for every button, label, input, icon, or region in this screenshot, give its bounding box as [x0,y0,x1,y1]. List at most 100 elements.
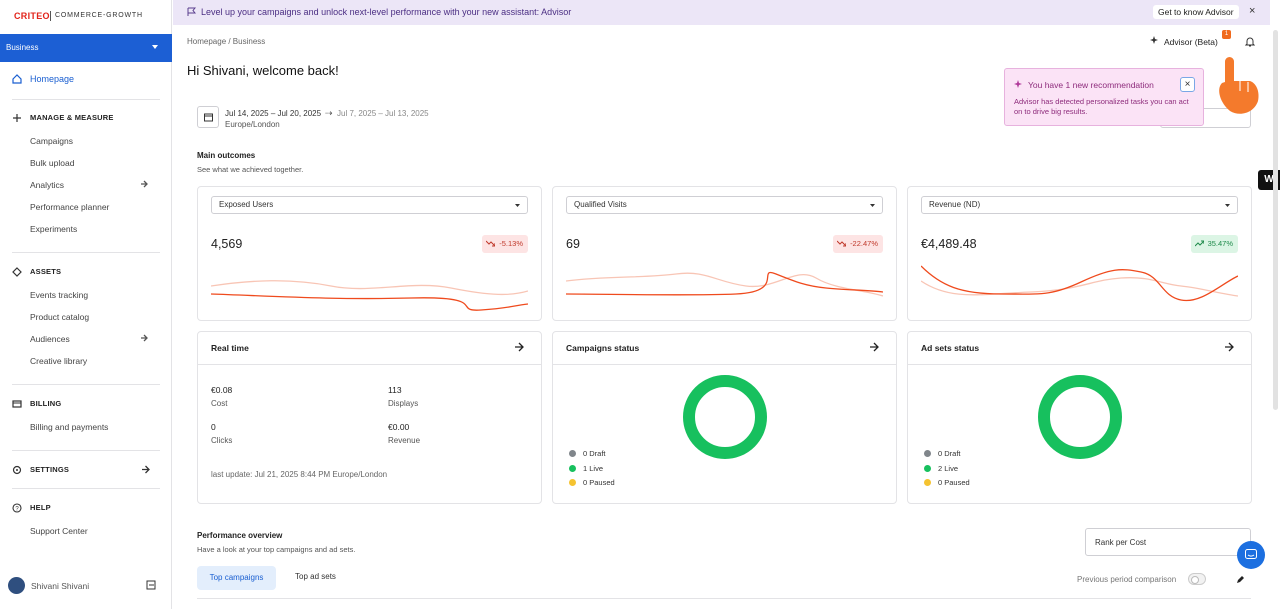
popup-body: Advisor has detected personalized tasks … [1014,97,1189,116]
logout-icon[interactable] [146,580,156,590]
divider [198,364,541,365]
section-subtitle: See what we achieved together. [197,165,304,174]
timezone: Europe/London [225,120,280,129]
legend-label: 0 Draft [583,449,606,458]
legend-dot [924,450,931,457]
legend-dot [924,479,931,486]
trend-icon [837,240,847,247]
tab-active[interactable]: Top campaigns [197,566,276,590]
banner [173,0,1270,25]
nav-item[interactable]: Product catalog [30,312,90,322]
sidebar [0,0,172,609]
card-title: Ad sets status [921,343,980,353]
date-compare: Jul 7, 2025 – Jul 13, 2025 [337,109,429,118]
user-name: Shivani Shivani [31,581,90,591]
nav-item[interactable]: Audiences [30,334,70,344]
edit-icon[interactable] [1236,575,1245,584]
divider [553,364,896,365]
tab[interactable]: Top ad sets [295,572,336,581]
sort-dropdown[interactable]: Rank per Cost [1085,528,1251,556]
banner-button[interactable]: Get to know Advisor [1153,5,1239,19]
trend-icon [1194,240,1204,247]
date-compare-arrow: ⇢ [325,108,333,118]
scrollbar [1273,30,1278,410]
legend-dot [924,464,931,472]
section-icon: ? [12,503,22,513]
change-badge: -5.13% [482,235,528,253]
metric-dropdown[interactable]: Revenue (ND) [921,196,1238,214]
section-title: ASSETS [30,267,62,276]
stat-label: Displays [388,399,419,408]
legend-dot [569,464,576,472]
nav-item[interactable]: Performance planner [30,202,110,212]
arrow-icon [1225,342,1234,352]
section-title: MANAGE & MEASURE [30,113,114,122]
nav-item[interactable]: Events tracking [30,290,89,300]
calendar-button[interactable] [197,106,219,128]
legend-dot [569,479,576,486]
nav-item[interactable]: Billing and payments [30,422,109,432]
last-update: last update: Jul 21, 2025 8:44 PM Europe… [211,470,388,479]
divider [12,99,160,100]
info-card [552,331,897,504]
section-icon [12,400,22,408]
divider [12,450,160,451]
calendar-icon [204,113,213,122]
comparison-label: Previous period comparison [1077,575,1177,584]
account-selector[interactable]: Business [0,34,172,62]
info-card [197,331,542,504]
nav-item[interactable]: Campaigns [30,136,73,146]
section-icon [12,465,22,475]
caret [870,204,875,207]
table-top [197,598,1251,599]
nav-homepage[interactable]: Homepage [30,74,75,84]
chat-button[interactable] [1237,541,1265,569]
card-title: Campaigns status [566,343,640,353]
metric-dropdown[interactable]: Exposed Users [211,196,528,214]
legend-label: 2 Live [938,463,959,473]
sparkline [566,271,883,297]
nav-item[interactable]: Bulk upload [30,158,75,168]
arrow-icon [141,334,148,342]
toggle-knob [1191,576,1199,584]
legend-label: 0 Draft [938,449,961,458]
stat-value: €0.08 [211,385,233,395]
comparison-toggle[interactable] [1188,573,1206,585]
popup-close[interactable]: × [1180,77,1195,92]
advisor-button[interactable]: Advisor (Beta) [1164,37,1218,47]
svg-text:?: ? [15,507,19,513]
arrow-icon [515,342,524,352]
card-title: Real time [211,343,249,353]
nav-item[interactable]: Experiments [30,224,78,234]
donut [683,375,767,459]
arrow-icon [142,465,150,474]
divider [908,364,1251,365]
stat-value: 0 [211,422,216,432]
section-icon [12,267,22,277]
metric-name: Exposed Users [219,200,274,209]
legend-label: 0 Paused [583,478,615,487]
metric-value: 4,569 [211,237,243,251]
banner-close[interactable]: × [1249,5,1256,17]
nav-item[interactable]: Support Center [30,526,88,536]
nav-item[interactable]: Creative library [30,356,88,366]
metric-dropdown[interactable]: Qualified Visits [566,196,883,214]
stat-label: Clicks [211,436,233,445]
donut [1038,375,1122,459]
date-range[interactable]: Jul 14, 2025 – Jul 20, 2025 [225,109,322,118]
chat-icon [1245,549,1257,559]
pointer-hand [1219,57,1259,114]
section-title: Performance overview [197,531,283,540]
home-icon [12,74,22,84]
breadcrumb[interactable]: Homepage / Business [187,37,266,46]
banner-text: Level up your campaigns and unlock next-… [201,7,572,17]
legend-label: 1 Live [583,463,604,473]
nav-item[interactable]: Analytics [30,180,65,190]
recommendation-popup: You have 1 new recommendation Advisor has… [1004,68,1204,126]
bell-icon[interactable] [1245,36,1255,47]
section-title: BILLING [30,399,62,408]
caret [1225,204,1230,207]
logo: CRITEO [14,11,50,21]
section-title[interactable]: SETTINGS [30,465,70,474]
